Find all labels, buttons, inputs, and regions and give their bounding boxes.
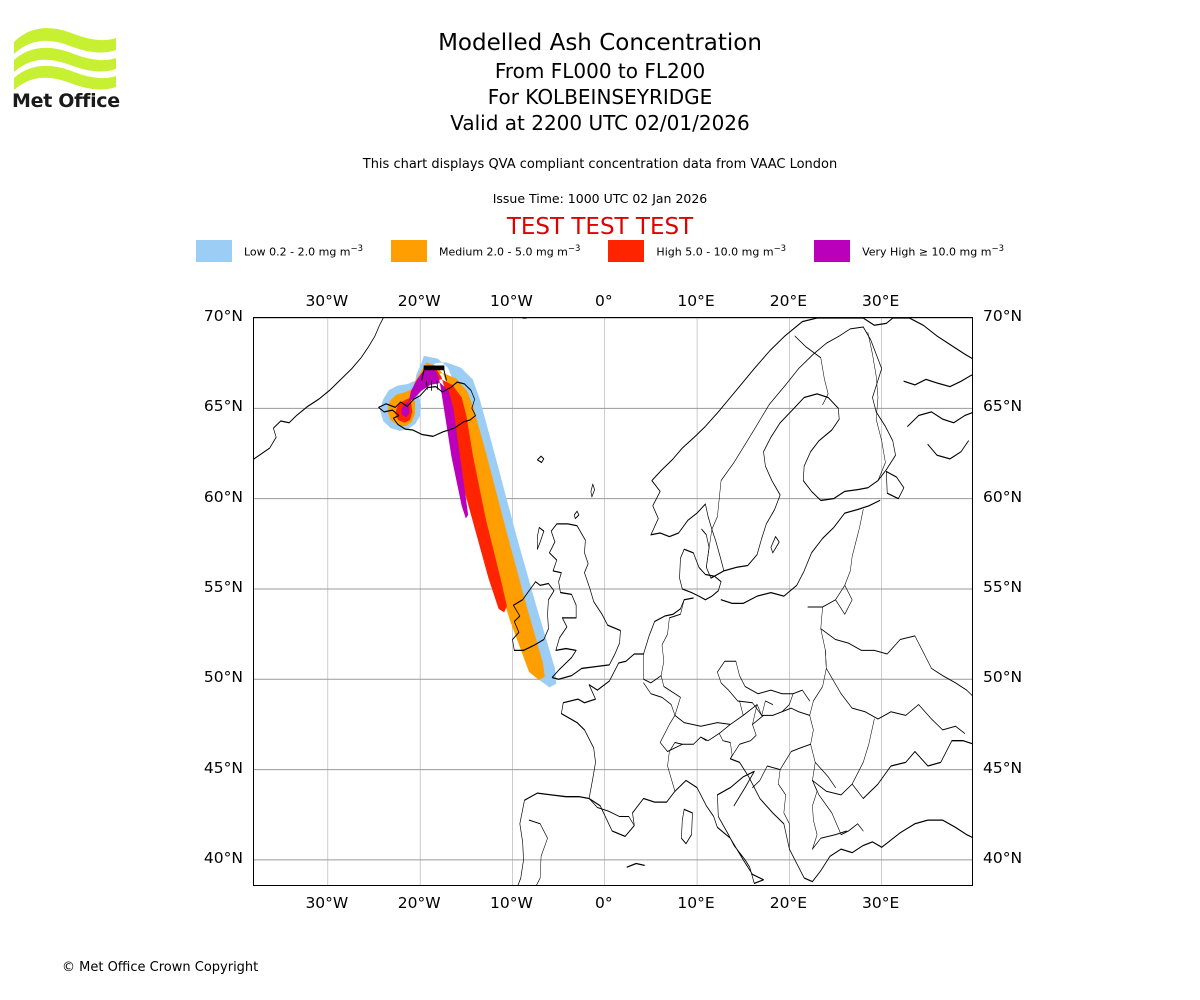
legend-swatch-low [196,240,232,262]
lon-tick-bottom-0: 30°W [305,894,349,912]
map-canvas [254,318,972,885]
copyright-notice: © Met Office Crown Copyright [62,960,259,975]
lon-tick-top-6: 30°E [862,292,900,310]
coast-ladoga [885,470,905,500]
coast-corsica-sardinia [681,808,693,845]
lat-tick-right-2: 50°N [983,668,1023,687]
coast-kola [907,411,972,428]
lat-tick-right-6: 70°N [983,307,1023,325]
met-office-logo [12,22,122,112]
qva-note: This chart displays QVA compliant concen… [362,157,838,172]
lon-tick-bottom-5: 20°E [769,894,808,912]
coast-great-britain [549,523,621,680]
lat-tick-right-5: 65°N [983,397,1023,416]
coast-norway-south [650,503,725,579]
coast-mediterranean-france [588,790,676,838]
lon-tick-bottom-2: 10°W [490,894,533,912]
coast-hebrides [537,526,545,550]
lat-tick-left-1: 45°N [203,758,243,777]
lon-tick-top-1: 20°W [397,292,441,310]
lat-tick-right-1: 45°N [983,758,1023,777]
legend-swatch-very-high [814,240,851,262]
chart-title-block: Modelled Ash Concentration From FL000 to… [0,28,1200,136]
legend-swatch-medium [391,240,428,262]
met-office-waves-icon [14,28,116,90]
coast-shetland [590,483,595,498]
legend-units-exponent: −3 [350,243,364,254]
map-gridlines [254,318,972,885]
coast-baltic-south [720,499,881,605]
page-title: Modelled Ash Concentration [438,30,762,56]
coast-western-europe [517,653,644,885]
legend-item-high: High 5.0 - 10.0 mg m−3 [608,240,786,262]
legend-label-medium: Medium 2.0 - 5.0 mg m−3 [439,243,581,259]
issue-time: Issue Time: 1000 UTC 02 Jan 2026 [492,191,708,206]
coast-aegean [812,832,901,883]
lat-tick-right-4: 60°N [983,487,1023,506]
legend-units-exponent: −3 [567,243,581,254]
legend-item-low: Low 0.2 - 2.0 mg m−3 [196,240,363,262]
lat-tick-left-4: 60°N [203,487,243,506]
lon-tick-top-3: 0° [594,292,613,310]
flight-level-range: From FL000 to FL200 [494,59,706,83]
map-frame [253,317,973,886]
coast-scandinavia [650,318,972,536]
coast-balearics [626,862,645,868]
coast-adriatic-balkans [729,758,813,883]
lon-tick-bottom-1: 20°W [397,894,441,912]
coast-gotland [770,535,780,554]
coast-orkney [573,510,580,520]
coast-black-sea-north [862,740,972,800]
lon-tick-top-0: 30°W [305,292,349,310]
plume-very-high-contour [401,366,469,519]
coast-denmark [679,548,722,601]
legend-units-exponent: −3 [773,243,787,254]
lon-tick-bottom-4: 10°E [677,894,715,912]
lon-tick-bottom-3: 0° [594,894,613,912]
brand-name: Met Office [12,90,120,112]
coast-greenland [254,318,384,460]
lon-tick-top-2: 10°W [490,292,533,310]
lon-tick-bottom-6: 30°E [862,894,900,912]
coast-italy [674,770,764,885]
concentration-legend: Low 0.2 - 2.0 mg m−3 Medium 2.0 - 5.0 mg … [0,240,1200,262]
coastlines-layer [254,318,972,885]
country-borders [528,326,972,885]
test-banner: TEST TEST TEST [506,214,694,240]
legend-label-very-high: Very High ≥ 10.0 mg m−3 [862,243,1004,259]
lat-tick-right-3: 55°N [983,577,1023,596]
lat-tick-left-2: 50°N [203,668,243,687]
valid-time: Valid at 2200 UTC 02/01/2026 [450,111,750,135]
lat-tick-left-6: 70°N [203,307,243,325]
coast-black-sea [899,819,972,838]
coast-white-sea [903,374,972,388]
volcano-name: For KOLBEINSEYRIDGE [487,85,713,109]
lat-tick-left-0: 40°N [203,848,243,867]
legend-item-very-high: Very High ≥ 10.0 mg m−3 [814,240,1004,262]
lon-tick-top-5: 20°E [769,292,808,310]
coast-sweden-baltic [723,326,896,572]
coast-onega [927,440,969,460]
legend-swatch-high [608,240,645,262]
ash-plume [380,355,557,688]
map-plot-area: 30°W 20°W 10°W 0° 10°E 20°E 30°E 30°W 20°W 10°W 0… [204,292,1022,912]
coast-ireland [512,581,555,652]
legend-units-exponent: −3 [991,243,1004,254]
legend-item-medium: Medium 2.0 - 5.0 mg m−3 [391,240,580,262]
legend-label-high: High 5.0 - 10.0 mg m−3 [656,243,787,259]
lat-tick-right-0: 40°N [983,848,1023,867]
coast-faroes [537,455,545,464]
lat-tick-left-3: 55°N [203,577,243,596]
legend-label-low: Low 0.2 - 2.0 mg m−3 [244,243,364,259]
lat-tick-left-5: 65°N [203,397,243,416]
lon-tick-top-4: 10°E [677,292,715,310]
volcano-marker-icon [421,365,447,391]
